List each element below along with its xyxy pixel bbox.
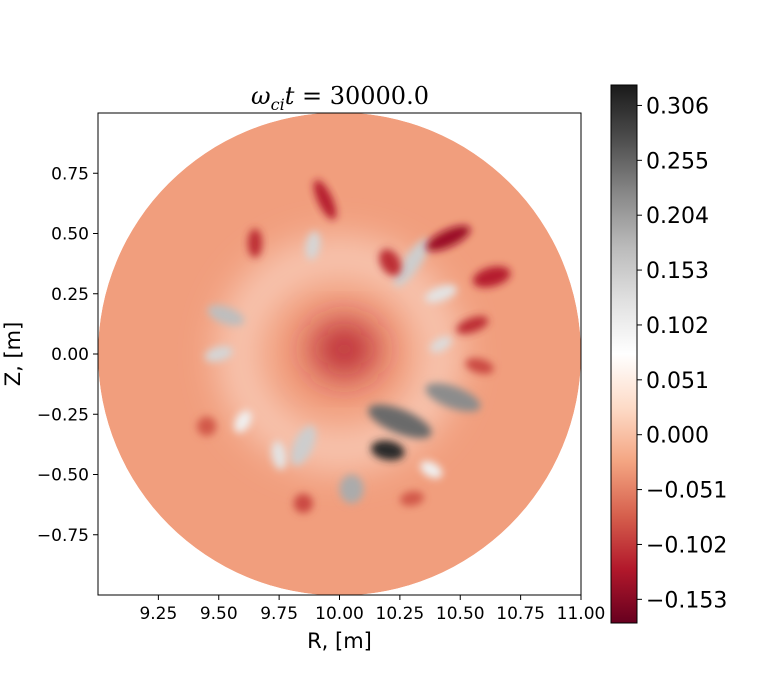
field-feature-blob-13 <box>271 440 287 470</box>
colorbar-gradient <box>610 84 638 624</box>
x-tick-label: 9.50 <box>200 604 238 624</box>
colorbar-tick-label: −0.051 <box>646 479 727 504</box>
field-feature-blob-5 <box>393 238 430 287</box>
colorbar-tick-label: 0.000 <box>646 424 709 449</box>
y-axis-label: Z, [m] <box>1 322 25 387</box>
colorbar-tick-label: 0.306 <box>646 94 709 119</box>
field-feature-dark-20 <box>247 228 263 258</box>
field-feature-blob-7 <box>430 336 452 353</box>
x-tick-label: 9.25 <box>139 604 177 624</box>
field-feature-dark-22 <box>465 358 494 374</box>
field-feature-ring-1 <box>218 237 461 471</box>
field-feature-dark-23 <box>197 416 217 436</box>
colorbar-tick-label: 0.255 <box>646 149 709 174</box>
title-equals: = <box>294 82 329 110</box>
x-tick-label: 10.75 <box>496 604 545 624</box>
field-feature-dark-25 <box>399 491 424 507</box>
field-feature-dark-24 <box>293 493 313 514</box>
field-feature-dark-17 <box>472 266 511 288</box>
colorbar-tick-label: −0.102 <box>646 533 727 558</box>
y-tick-label: −0.25 <box>37 405 89 425</box>
title-variable: t <box>285 82 295 110</box>
field-feature-dark-16 <box>425 225 471 252</box>
field-feature-dark-21 <box>379 248 402 276</box>
field-feature-blob-9 <box>368 404 432 439</box>
field-feature-core-0 <box>310 320 379 379</box>
plot-area <box>97 112 582 596</box>
field-heatmap <box>98 112 581 596</box>
colorbar-tick-label: 0.051 <box>646 369 709 394</box>
y-tick-label: 0.00 <box>51 345 89 365</box>
field-feature-dark-19 <box>313 179 337 220</box>
colorbar: 0.306 0.255 0.204 0.153 0.102 0.051 0.000 −0.05… <box>610 84 727 624</box>
colorbar-tick-label: 0.204 <box>646 204 709 229</box>
x-tick-label: 10.00 <box>315 604 364 624</box>
colorbar-ticks: 0.306 0.255 0.204 0.153 0.102 0.051 0.000 −0.05… <box>637 94 727 613</box>
field-feature-blob-15 <box>420 460 443 479</box>
chart-title: ωcit = 30000.0 <box>251 82 429 114</box>
x-tick-label: 10.25 <box>376 604 425 624</box>
field-feature-blob-10 <box>371 440 405 461</box>
y-tick-label: −0.75 <box>37 526 89 546</box>
field-feature-blob-2 <box>207 305 245 326</box>
x-axis-ticks: 9.25 9.50 9.75 10.00 10.25 10.50 10.75 11.00 <box>139 595 605 624</box>
title-value: 30000.0 <box>330 82 429 110</box>
y-axis-ticks: 0.75 0.50 0.25 0.00 −0.25 −0.50 −0.75 <box>37 164 98 546</box>
x-axis-label: R, [m] <box>307 629 372 653</box>
colorbar-tick-label: 0.102 <box>646 314 709 339</box>
field-feature-blob-12 <box>290 425 316 466</box>
y-tick-label: 0.75 <box>51 164 89 184</box>
y-tick-label: −0.50 <box>37 466 89 486</box>
field-feature-blob-11 <box>339 474 364 504</box>
field-feature-blob-3 <box>204 346 233 362</box>
y-tick-label: 0.25 <box>51 285 89 305</box>
title-subscript: ci <box>271 95 285 114</box>
x-tick-label: 9.75 <box>260 604 298 624</box>
field-feature-blob-14 <box>234 410 252 433</box>
y-tick-label: 0.50 <box>51 225 89 245</box>
colorbar-tick-label: −0.153 <box>646 588 727 613</box>
field-feature-blob-6 <box>424 284 458 303</box>
x-tick-label: 10.50 <box>436 604 485 624</box>
x-tick-label: 11.00 <box>557 604 606 624</box>
field-feature-blob-4 <box>305 231 321 260</box>
field-feature-blob-8 <box>425 383 481 412</box>
colorbar-tick-label: 0.153 <box>646 259 709 284</box>
field-feature-dark-18 <box>456 316 489 335</box>
title-omega: ω <box>251 82 271 110</box>
